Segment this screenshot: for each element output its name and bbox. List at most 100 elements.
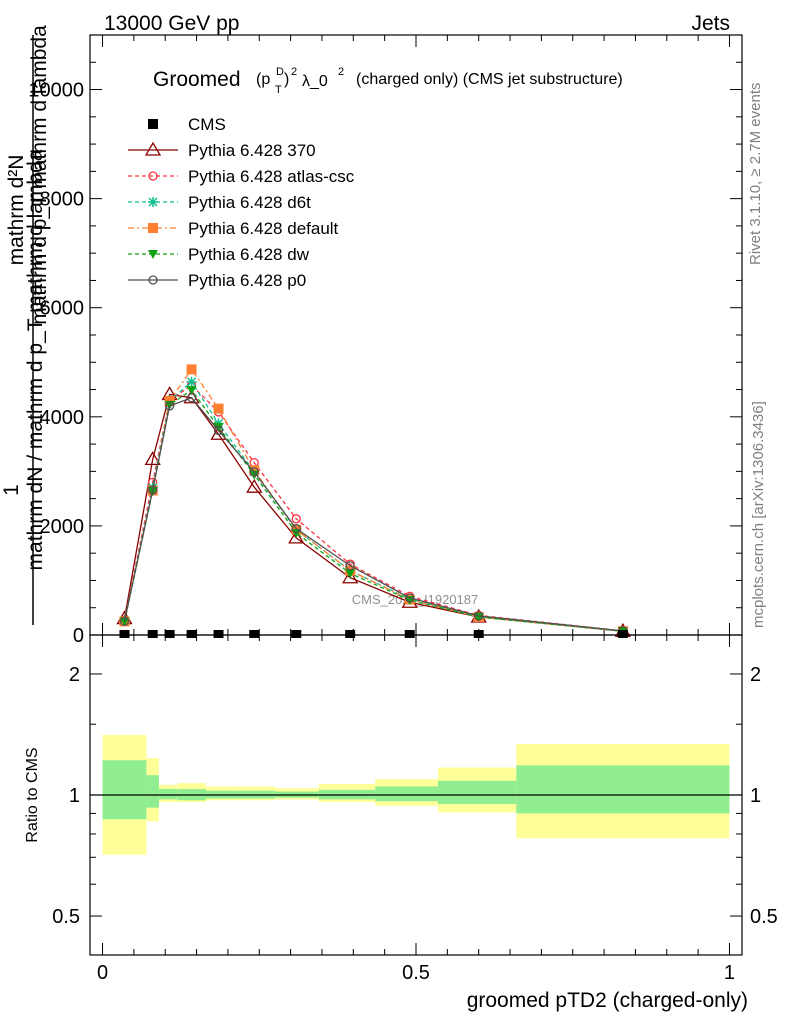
title-sub-t: T [275, 84, 282, 96]
cms-point [291, 630, 302, 638]
legend-label: Pythia 6.428 370 [188, 141, 316, 160]
series-point [144, 451, 161, 466]
y-label-denominator: mathrm dN / mathrm d p_T mathrm d lambda [24, 149, 47, 570]
cms-point [119, 630, 130, 638]
series-point [249, 465, 260, 476]
ratio-inner-band [516, 765, 730, 814]
series-point [291, 514, 301, 524]
legend-entry: Pythia 6.428 default [128, 219, 339, 238]
series-point [186, 393, 197, 403]
rivet-label: Rivet 3.1.10, ≥ 2.7M events [747, 83, 764, 266]
legend-marker [148, 197, 158, 207]
legend-label: Pythia 6.428 default [188, 219, 339, 238]
series-point [119, 616, 130, 627]
y-label-one: 1 [0, 484, 23, 496]
legend-marker [148, 223, 158, 233]
series-point [342, 569, 359, 584]
series-line [123, 393, 623, 632]
y-tick-label: 4000 [40, 407, 85, 429]
legend-label: Pythia 6.428 dw [188, 245, 310, 264]
legend-label: Pythia 6.428 atlas-csc [188, 167, 355, 186]
ratio-plot-frame [89, 634, 743, 956]
header-left: 13000 GeV pp [104, 12, 239, 35]
y-tick-label: 10000 [28, 80, 84, 102]
x-axis-label: groomed pTD2 (charged-only) [467, 989, 748, 1012]
series-point [213, 403, 224, 414]
y-axis-label-main: 1 mathrm dN / mathrm d p_T mathrm d lamb… [0, 25, 51, 625]
legend-marker [148, 250, 158, 259]
series-line [123, 396, 623, 632]
ratio-y-tick-label-right: 2 [750, 664, 761, 686]
series-point [249, 470, 260, 480]
series-point [288, 529, 305, 544]
series-point [405, 593, 415, 603]
x-tick-label: 0 [97, 962, 108, 984]
legend: CMS Pythia 6.428 370 Pythia 6.428 atlas-cs… [128, 115, 355, 290]
ratio-inner-band [375, 786, 438, 802]
x-tick-label: 1 [724, 962, 735, 984]
ratio-y-tick-label-right: 1 [750, 785, 761, 807]
cms-point [345, 630, 356, 638]
main-axis-tick-labels: 2000 4000 6000 8000 10000 0 [28, 80, 84, 647]
title-lambda: λ_0 [302, 73, 328, 90]
series-6 [119, 393, 628, 636]
series-point [186, 376, 197, 387]
series-point [213, 423, 224, 433]
ratio-plot: 0.5 0.5 1 1 2 2 0 0.5 1 [52, 634, 778, 984]
ratio-y-tick-label: 2 [69, 664, 80, 686]
ratio-bands [102, 735, 730, 855]
series-point [213, 425, 224, 436]
cms-point [249, 630, 260, 638]
y-axis-label-ratio: Ratio to CMS [24, 747, 41, 842]
series-point [119, 617, 130, 627]
y-label-numerator-2: mathrm d p_T mathrm d lambda [28, 25, 51, 325]
legend-entry: Pythia 6.428 p0 [128, 271, 306, 290]
title-sq2: 2 [338, 66, 344, 78]
series-point [474, 611, 484, 621]
cms-point [473, 630, 484, 638]
legend-label: Pythia 6.428 d6t [188, 193, 311, 212]
legend-marker-d2 [148, 197, 158, 207]
y-label-numerator-1: mathrm d²N [5, 155, 28, 266]
series-point [345, 561, 355, 571]
title-sq: 2 [291, 66, 297, 78]
ratio-y-tick-label: 0.5 [52, 906, 80, 928]
ratio-inner-band [437, 780, 517, 804]
x-tick-label: 0.5 [402, 962, 430, 984]
y-tick-label: 8000 [40, 189, 85, 211]
ratio-y-tick-label: 1 [69, 785, 80, 807]
legend-entry: Pythia 6.428 dw [128, 245, 310, 264]
cms-point [404, 630, 415, 638]
ratio-inner-band [102, 760, 147, 820]
title-rest: (charged only) (CMS jet substructure) [356, 71, 623, 88]
ratio-inner-band [146, 775, 159, 808]
title-close: ) [284, 71, 289, 88]
cms-point [147, 630, 158, 638]
series-point [246, 478, 263, 493]
cms-point [617, 630, 628, 638]
legend-marker [148, 275, 158, 285]
title-sup-d: D [276, 66, 284, 78]
cms-point [164, 630, 175, 638]
legend-label: Pythia 6.428 p0 [188, 271, 306, 290]
main-axis-ticks [90, 34, 742, 955]
series-point-d2 [187, 377, 197, 387]
y-tick-label: 6000 [40, 298, 85, 320]
plot-title: Groomed (p D T ) 2 λ_0 2 (charged only) … [153, 66, 623, 96]
legend-entry: CMS [148, 115, 226, 134]
cms-point [186, 630, 197, 638]
y-tick-label-zero: 0 [73, 625, 84, 647]
legend-marker [148, 171, 158, 181]
ratio-axis-tick-labels: 0.5 0.5 1 1 2 2 0 0.5 1 [52, 664, 778, 984]
legend-marker [148, 119, 158, 129]
mcplots-label: mcplots.cern.ch [arXiv:1306.3436] [750, 401, 767, 628]
legend-entry: Pythia 6.428 370 [128, 141, 316, 160]
legend-entry: Pythia 6.428 atlas-csc [128, 167, 355, 186]
series-point [345, 569, 356, 579]
cms-data-points [119, 630, 628, 638]
title-main: Groomed [153, 68, 241, 91]
cms-point [213, 630, 224, 638]
series-point [186, 386, 197, 396]
legend-entry: Pythia 6.428 d6t [128, 193, 311, 212]
